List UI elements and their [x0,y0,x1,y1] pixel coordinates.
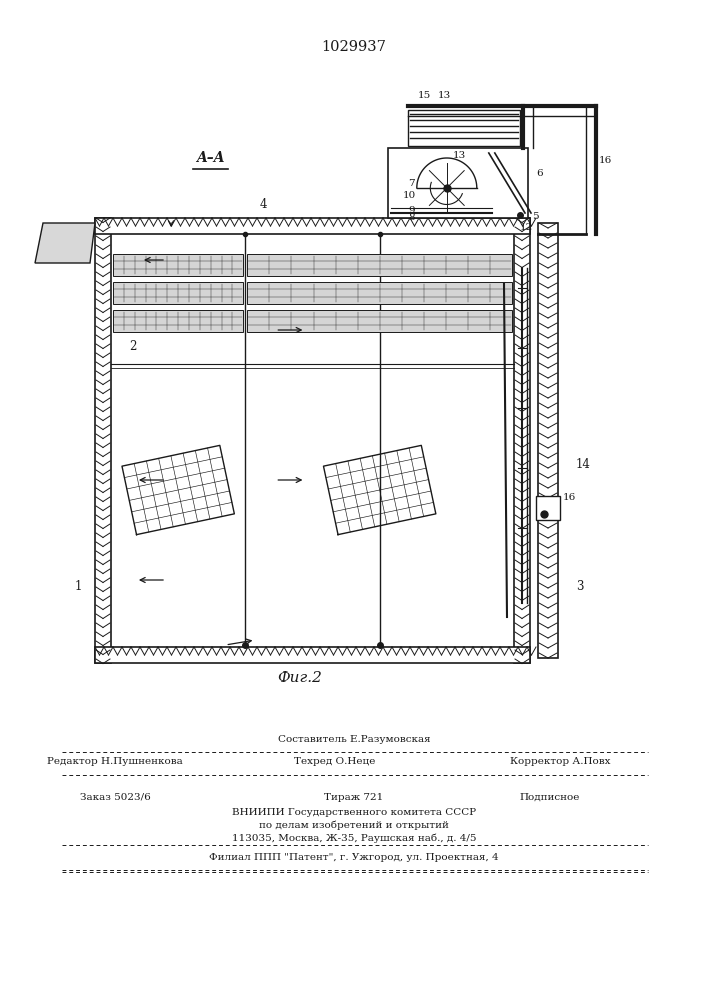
Bar [113,254,243,276]
Bar [113,310,243,332]
Text: Тираж 721: Тираж 721 [325,793,384,802]
Text: 8: 8 [408,213,414,222]
Text: 12: 12 [520,223,533,232]
Text: 10: 10 [403,191,416,200]
Text: Подписное: Подписное [520,793,580,802]
Text: по делам изобретений и открытий: по делам изобретений и открытий [259,820,449,830]
Text: 1029937: 1029937 [322,40,387,54]
Bar [247,310,512,332]
Text: 3: 3 [576,580,583,593]
Bar [111,234,514,647]
Text: ВНИИПИ Государственного комитета СССР: ВНИИПИ Государственного комитета СССР [232,808,476,817]
Text: 113035, Москва, Ж-35, Раушская наб., д. 4/5: 113035, Москва, Ж-35, Раушская наб., д. … [232,834,477,843]
Bar [247,254,512,276]
Bar [514,218,530,663]
Bar [95,647,530,663]
Text: 15: 15 [418,91,431,100]
Bar [95,218,530,234]
Text: 4: 4 [260,198,267,211]
Polygon shape [35,223,95,263]
Text: 9: 9 [408,206,414,215]
Text: A–A: A–A [196,151,224,165]
Bar [408,110,520,146]
Text: 13: 13 [453,151,466,160]
Text: Составитель Е.Разумовская: Составитель Е.Разумовская [278,735,431,744]
Text: Корректор А.Повх: Корректор А.Повх [510,757,610,766]
Text: 16: 16 [563,493,576,502]
Text: Заказ 5023/6: Заказ 5023/6 [80,793,151,802]
Text: 2: 2 [129,340,136,353]
Text: 1: 1 [75,580,83,593]
Bar [247,282,512,304]
Bar [113,282,243,304]
Text: Фиг.2: Фиг.2 [278,671,322,685]
Bar [536,496,560,520]
Text: 13: 13 [438,91,451,100]
Text: 6: 6 [536,169,543,178]
Text: 5: 5 [532,212,539,221]
Text: 16: 16 [599,156,612,165]
Text: 7: 7 [408,179,414,188]
Text: 14: 14 [576,458,591,471]
Bar [538,223,558,658]
Text: Техред О.Неце: Техред О.Неце [294,757,375,766]
Text: Филиал ППП "Патент", г. Ужгород, ул. Проектная, 4: Филиал ППП "Патент", г. Ужгород, ул. Про… [209,853,499,862]
Text: Редактор Н.Пушненкова: Редактор Н.Пушненкова [47,757,183,766]
Bar [388,148,528,218]
Bar [95,218,111,663]
